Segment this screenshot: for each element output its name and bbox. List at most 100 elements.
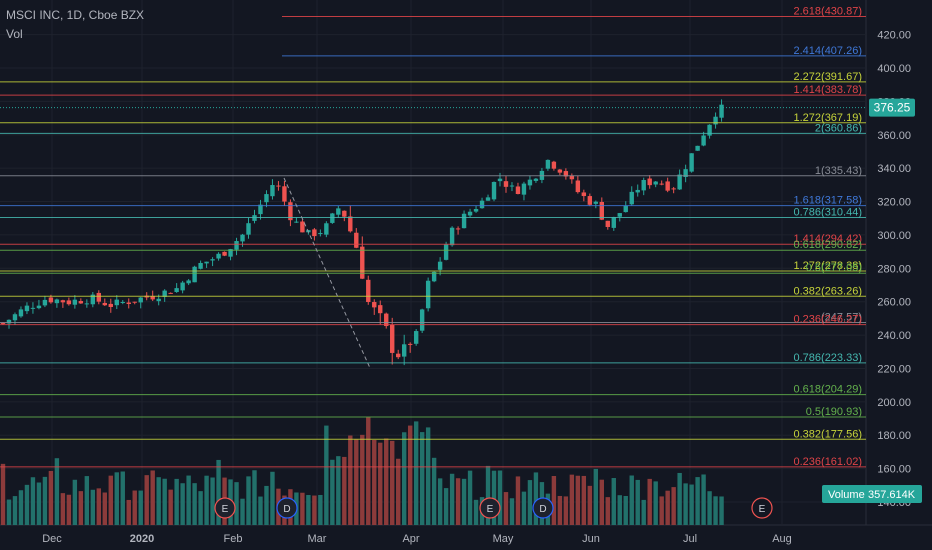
volume-badge-value: 357.614K — [868, 489, 916, 501]
volume-bar — [701, 474, 706, 525]
volume-bar — [467, 470, 473, 525]
time-axis-label: Aug — [772, 533, 792, 545]
fib-level-label: 1.272(367.19) — [794, 112, 863, 124]
candle-body — [252, 215, 257, 221]
candle-body — [150, 295, 155, 300]
volume-bar — [437, 478, 443, 525]
volume-bar — [575, 475, 581, 525]
volume-bar — [168, 489, 173, 525]
price-tick-label: 340.00 — [877, 163, 911, 175]
fib-level-label: 0.382(263.26) — [794, 285, 863, 297]
volume-bar — [336, 456, 341, 525]
candle-body — [42, 299, 48, 306]
candle-body — [683, 169, 688, 177]
candle-body — [413, 331, 419, 344]
volume-bar — [84, 476, 90, 525]
candle-body — [509, 185, 515, 187]
candle-body — [689, 153, 694, 172]
fib-level-label: 0.5(277.05) — [806, 262, 862, 274]
last-price-badge — [869, 98, 915, 117]
candle-body — [569, 175, 575, 180]
candle-body — [545, 159, 551, 169]
candle-body — [557, 169, 563, 173]
fib-level-label: 2.618(430.87) — [794, 5, 863, 17]
price-tick-label: 200.00 — [877, 397, 911, 409]
volume-bar — [18, 490, 24, 525]
candle-body — [515, 186, 521, 195]
volume-bar — [348, 435, 353, 525]
candle-body — [54, 299, 60, 304]
candle-body — [336, 208, 341, 215]
candle-body — [72, 299, 78, 305]
candle-body — [258, 204, 263, 215]
price-tick-label: 400.00 — [877, 63, 911, 75]
time-axis-label: Jun — [582, 533, 600, 545]
candle-body — [270, 185, 275, 197]
volume-bar — [102, 492, 107, 525]
volume-bar — [689, 484, 694, 525]
symbol-title[interactable]: MSCI INC, 1D, Cboe BZX — [6, 8, 145, 22]
volume-bar — [216, 459, 221, 525]
last-price-value: 376.25 — [874, 101, 911, 115]
volume-bar — [360, 434, 365, 525]
candle-body — [312, 229, 317, 237]
fib-level-label: 0.236(246.27) — [794, 314, 863, 326]
volume-bar — [234, 482, 239, 525]
candle-body — [318, 233, 323, 235]
volume-bar — [713, 496, 718, 525]
candle-body — [396, 353, 401, 358]
time-axis-label: Dec — [42, 533, 62, 545]
volume-bar — [677, 472, 682, 525]
candle-body — [216, 253, 221, 259]
candle-body — [695, 145, 700, 151]
volume-bar — [66, 494, 72, 525]
candle-body — [18, 309, 24, 317]
candle-body — [575, 180, 581, 193]
fib-level-label: 1.618(317.58) — [794, 195, 863, 207]
volume-bar — [617, 495, 622, 525]
candle-body — [78, 301, 84, 304]
candle-body — [659, 183, 664, 185]
event-marker-earnings[interactable] — [214, 497, 236, 519]
event-marker-earnings[interactable] — [479, 497, 501, 519]
candle-body — [234, 241, 239, 250]
volume-bar — [192, 483, 197, 525]
event-marker-dividend[interactable] — [276, 497, 298, 519]
candle-body — [467, 211, 473, 216]
volume-bar — [515, 476, 521, 525]
candle-body — [378, 305, 383, 314]
candle-body — [719, 104, 724, 118]
volume-bar — [366, 417, 371, 525]
candle-body — [360, 246, 365, 279]
volume-bar — [695, 477, 700, 525]
volume-bar — [54, 458, 60, 525]
volume-bar — [240, 498, 245, 525]
candle-body — [713, 116, 718, 125]
volume-bar — [485, 465, 491, 525]
event-marker-earnings-upcoming[interactable] — [751, 497, 773, 519]
candle-body — [449, 227, 455, 246]
volume-bar — [461, 478, 467, 525]
time-axis-label: 2020 — [130, 533, 154, 545]
volume-bar — [6, 499, 12, 525]
candle-body — [108, 303, 113, 307]
volume-bar — [581, 475, 587, 525]
time-axis-label: May — [493, 533, 514, 545]
volume-bar — [378, 442, 383, 525]
volume-bar — [503, 492, 509, 525]
candle-body — [288, 202, 293, 221]
candle-body — [527, 179, 533, 186]
volume-indicator-label[interactable]: Vol — [6, 27, 23, 41]
candle-body — [581, 192, 587, 197]
event-marker-label: E — [759, 504, 766, 515]
candle-body — [180, 282, 185, 291]
volume-bar — [96, 488, 102, 525]
event-marker-dividend[interactable] — [532, 497, 554, 519]
volume-bar — [407, 425, 413, 525]
candle-body — [342, 210, 347, 217]
volume-bar — [719, 496, 724, 525]
candle-body — [491, 181, 497, 200]
volume-bar — [342, 456, 347, 525]
